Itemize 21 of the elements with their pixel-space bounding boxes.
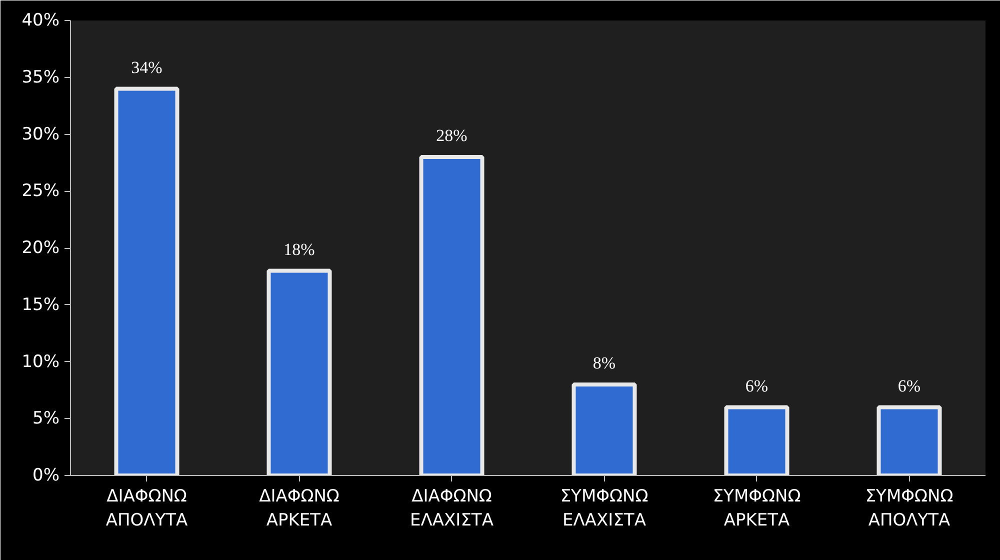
x-tick-label: ΔΙΑΦΩΝΩ ΕΛΑΧΙΣΤΑ [410, 486, 494, 530]
x-tick-label: ΔΙΑΦΩΝΩ ΑΡΚΕΤΑ [259, 486, 340, 530]
y-tick-label: 0% [32, 466, 60, 486]
y-tick-label: 15% [22, 294, 60, 315]
data-label: 34% [131, 58, 162, 77]
y-tick-label: 20% [22, 238, 60, 258]
y-tick-label: 10% [22, 352, 60, 372]
data-label: 28% [436, 126, 468, 145]
data-label: 6% [898, 376, 921, 396]
data-label: 6% [745, 376, 768, 396]
y-tick-label: 5% [32, 408, 60, 429]
data-label: 18% [284, 240, 315, 259]
data-label: 8% [592, 354, 616, 372]
x-tick-label: ΣΥΜΦΩΝΩ ΑΠΟΛΥΤΑ [865, 486, 954, 530]
x-tick-label: ΣΥΜΦΩΝΩ ΕΛΑΧΙΣΤΑ [560, 486, 648, 530]
y-tick-label: 30% [22, 124, 60, 144]
x-tick-label: ΔΙΑΦΩΝΩ ΑΠΟΛΥΤΑ [106, 486, 188, 530]
y-tick-label: 40% [22, 10, 60, 30]
y-tick-label: 25% [22, 181, 60, 202]
x-tick-label: ΣΥΜΦΩΝΩ ΑΡΚΕΤΑ [712, 486, 801, 530]
y-tick-label: 35% [22, 67, 60, 88]
